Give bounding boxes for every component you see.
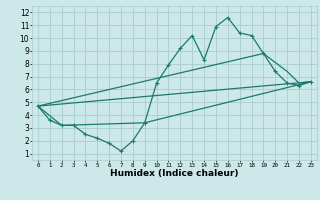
X-axis label: Humidex (Indice chaleur): Humidex (Indice chaleur) xyxy=(110,169,239,178)
